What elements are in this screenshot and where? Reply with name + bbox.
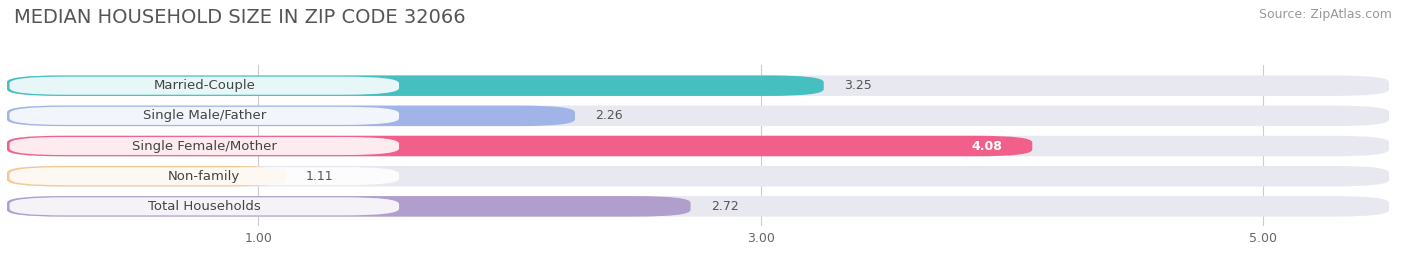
FancyBboxPatch shape bbox=[7, 136, 1032, 156]
FancyBboxPatch shape bbox=[7, 106, 1389, 126]
FancyBboxPatch shape bbox=[7, 75, 1389, 96]
FancyBboxPatch shape bbox=[7, 75, 824, 96]
FancyBboxPatch shape bbox=[7, 166, 1389, 186]
Text: 2.26: 2.26 bbox=[595, 109, 623, 122]
FancyBboxPatch shape bbox=[7, 196, 1389, 217]
FancyBboxPatch shape bbox=[7, 166, 285, 186]
Text: Married-Couple: Married-Couple bbox=[153, 79, 256, 92]
Text: Single Female/Mother: Single Female/Mother bbox=[132, 140, 277, 153]
Text: 1.11: 1.11 bbox=[307, 170, 333, 183]
Text: 3.25: 3.25 bbox=[844, 79, 872, 92]
Text: 4.08: 4.08 bbox=[972, 140, 1002, 153]
Text: Total Households: Total Households bbox=[148, 200, 260, 213]
FancyBboxPatch shape bbox=[10, 197, 399, 215]
FancyBboxPatch shape bbox=[10, 107, 399, 125]
FancyBboxPatch shape bbox=[7, 196, 690, 217]
FancyBboxPatch shape bbox=[7, 106, 575, 126]
Text: Single Male/Father: Single Male/Father bbox=[142, 109, 266, 122]
FancyBboxPatch shape bbox=[10, 167, 399, 185]
Text: 2.72: 2.72 bbox=[710, 200, 738, 213]
Text: Non-family: Non-family bbox=[169, 170, 240, 183]
FancyBboxPatch shape bbox=[10, 137, 399, 155]
Text: MEDIAN HOUSEHOLD SIZE IN ZIP CODE 32066: MEDIAN HOUSEHOLD SIZE IN ZIP CODE 32066 bbox=[14, 8, 465, 27]
FancyBboxPatch shape bbox=[10, 77, 399, 95]
Text: Source: ZipAtlas.com: Source: ZipAtlas.com bbox=[1258, 8, 1392, 21]
FancyBboxPatch shape bbox=[7, 136, 1389, 156]
